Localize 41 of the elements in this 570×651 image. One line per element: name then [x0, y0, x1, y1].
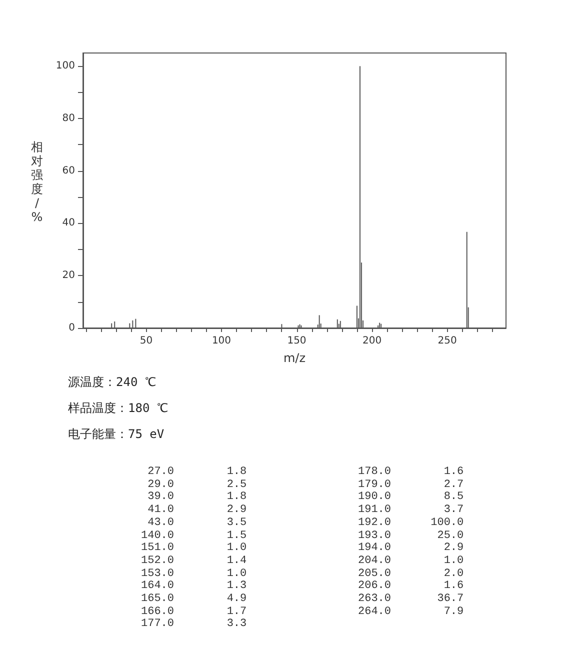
text: 源温度：240 ℃	[68, 374, 156, 391]
x-tick-label: 150	[287, 336, 306, 346]
y-tick-label: 20	[62, 270, 75, 282]
text: 164.0 1.3	[141, 580, 247, 594]
y-tick-label: 0	[68, 322, 75, 334]
text: 样品温度：180 ℃	[68, 400, 168, 417]
text: 41.0 2.9	[146, 504, 247, 517]
y-axis-title: 相对强度/%	[30, 140, 44, 224]
x-tick-label: 250	[438, 336, 457, 346]
text: 205.0 2.0	[358, 568, 464, 580]
y-tick-label: 80	[62, 112, 75, 124]
text: 179.0 2.7	[358, 478, 464, 492]
text: 153.0 1.0	[141, 568, 247, 580]
x-tick-label: 100	[212, 336, 232, 346]
y-tick-label: 60	[62, 165, 75, 176]
text: 190.0 8.5	[358, 491, 464, 504]
text: 191.0 3.7	[358, 504, 464, 517]
text: 27.0 1.8	[146, 466, 247, 479]
x-axis-title: m/z	[283, 351, 306, 365]
text: 263.0 36.7	[358, 593, 464, 606]
y-tick-label: 40	[62, 218, 75, 229]
text: 166.0 1.7	[141, 606, 247, 618]
text: 151.0 1.0	[141, 542, 247, 555]
text: 140.0 1.5	[141, 530, 247, 542]
text: 192.0 100.0	[358, 516, 464, 530]
text: 电子能量：75 eV	[68, 426, 164, 443]
text: 165.0 4.9	[141, 593, 247, 606]
text: 204.0 1.0	[358, 554, 464, 568]
text: 39.0 1.8	[146, 491, 247, 504]
x-tick-label: 200	[362, 336, 382, 346]
text: 194.0 2.9	[358, 542, 464, 555]
text: 264.0 7.9	[358, 606, 464, 618]
text: 178.0 1.6	[358, 466, 464, 479]
text: 177.0 3.3	[141, 618, 247, 632]
text: 152.0 1.4	[141, 554, 247, 568]
text: 206.0 1.6	[358, 580, 464, 594]
x-tick-label: 50	[140, 336, 153, 346]
text: 43.0 3.5	[146, 516, 247, 530]
y-tick-label: 100	[56, 60, 75, 72]
text: 29.0 2.5	[146, 478, 247, 492]
text: 193.0 25.0	[358, 530, 464, 542]
